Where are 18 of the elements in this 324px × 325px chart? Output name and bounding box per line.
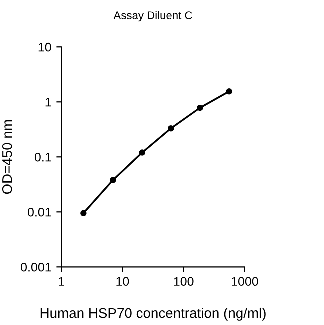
x-tick-label: 10 xyxy=(116,277,130,286)
y-tick-label: 1 xyxy=(46,98,52,107)
y-tick-label: 0.001 xyxy=(21,262,52,272)
y-tick-label: 0.1 xyxy=(34,152,52,162)
point xyxy=(139,150,146,156)
point xyxy=(168,125,174,132)
chart-title: Assay Diluent C xyxy=(114,11,192,22)
point xyxy=(110,177,116,184)
y-axis-title: OD=450 nm xyxy=(2,120,12,194)
point xyxy=(197,104,204,112)
y-tick-label: 10 xyxy=(38,42,52,52)
x-tick-label: 100 xyxy=(174,277,194,286)
x-tick-label: 1 xyxy=(59,277,64,286)
y-tick-label: 0.01 xyxy=(28,208,52,217)
x-tick-label: 1000 xyxy=(232,277,258,286)
point xyxy=(226,88,232,95)
point xyxy=(80,210,87,216)
x-axis-title: Human HSP70 concentration (ng/ml) xyxy=(40,308,266,321)
